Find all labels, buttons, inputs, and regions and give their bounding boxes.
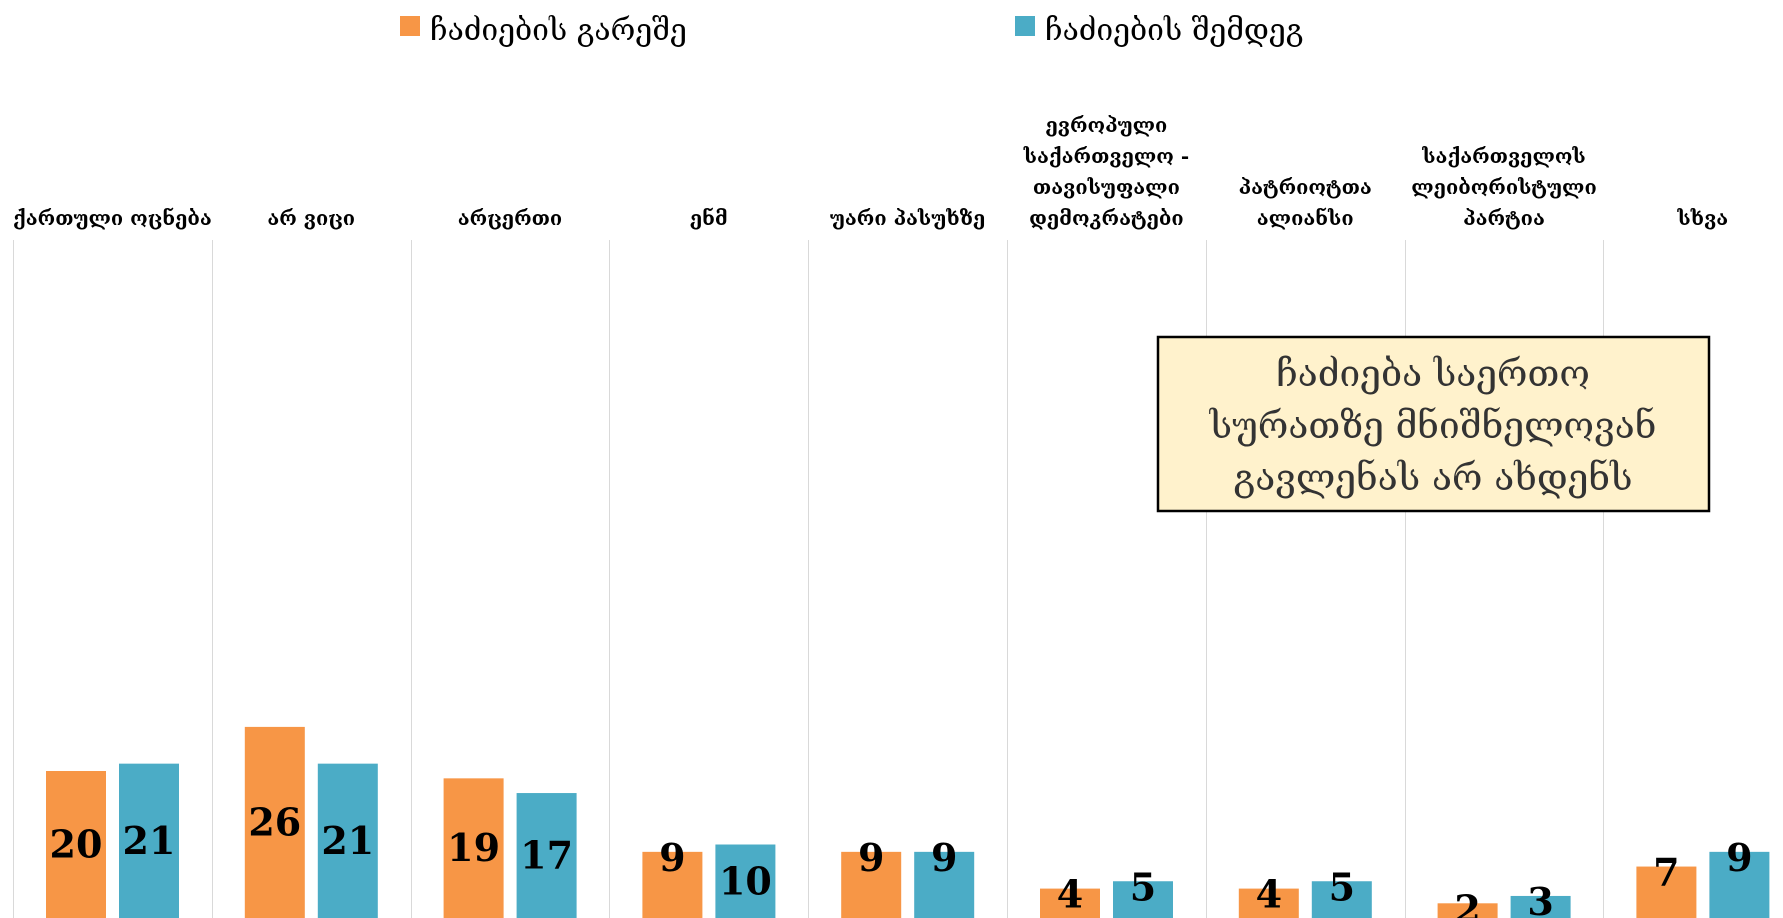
category-label: არ ვიცი — [267, 206, 355, 230]
bar-series-2 — [1709, 851, 1770, 918]
callout-text-line: გავლენას არ ახდენს — [1233, 456, 1632, 499]
legend-swatch-2 — [1015, 16, 1035, 36]
data-label-series-2: 10 — [719, 858, 772, 903]
category-label-line: საქართველოს — [1421, 144, 1586, 168]
category-label: საქართველოს ლეიბორისტული პარტია — [1411, 144, 1596, 230]
data-label-series-1: 2 — [1454, 886, 1480, 918]
bar-series-1 — [443, 778, 504, 918]
data-label-series-2: 9 — [931, 835, 957, 880]
category-labels: ქართული ოცნება არ ვიცი არცერთი ენმ უარი პასუ… — [13, 113, 1728, 230]
bar-series-1 — [841, 851, 902, 918]
category-label-line: არ ვიცი — [267, 206, 355, 230]
data-label-series-1: 20 — [50, 822, 103, 867]
data-label-series-2: 21 — [123, 818, 176, 863]
category-label: არცერთი — [458, 206, 562, 230]
category-label-line: ქართული ოცნება — [13, 206, 212, 230]
data-label-series-1: 26 — [248, 799, 301, 844]
bar-series-2 — [1113, 881, 1173, 918]
data-label-series-1: 9 — [858, 835, 884, 880]
category-label-line: ევროპული — [1045, 113, 1167, 137]
category-label-line: პატრიოტთა — [1239, 175, 1372, 199]
legend: ჩაძიების გარეშე ჩაძიების შემდეგ — [400, 13, 1303, 48]
category-label-line: საქართველო - — [1023, 144, 1189, 168]
bar-series-2 — [715, 844, 776, 918]
bar-series-1 — [46, 771, 106, 918]
data-label-series-2: 9 — [1726, 835, 1752, 880]
category-label-line: ენმ — [690, 206, 728, 230]
data-label-series-1: 4 — [1057, 872, 1083, 917]
bar-series-1 — [1437, 903, 1498, 918]
category-label: ევროპული საქართველო - თავისუფალი დემოკრატებ… — [1023, 113, 1189, 230]
bar-series-2 — [516, 793, 577, 918]
category-label-line: უარი პასუხზე — [830, 206, 985, 230]
annotation-callout: ჩაძიება საერთო სურათზე მნიშნელოვან გავლენა… — [1156, 335, 1711, 513]
data-label-series-2: 21 — [321, 818, 374, 863]
bar-series-2 — [317, 763, 378, 918]
category-label-line: არცერთი — [458, 206, 562, 230]
category-label: სხვა — [1676, 206, 1728, 230]
category-label: უარი პასუხზე — [830, 206, 985, 230]
bar-series-2 — [1510, 895, 1571, 918]
bar-series-2 — [119, 763, 179, 918]
category-label: პატრიოტთა ალიანსი — [1239, 175, 1372, 230]
data-label-series-2: 3 — [1527, 879, 1553, 918]
data-label-series-1: 4 — [1256, 872, 1282, 917]
category-label-line: დემოკრატები — [1029, 206, 1184, 230]
category-label: ენმ — [690, 206, 728, 230]
callout-text: ჩაძიება საერთო სურათზე მნიშნელოვან გავლენა… — [1209, 352, 1657, 499]
category-label-line: თავისუფალი — [1033, 175, 1180, 199]
legend-label-1: ჩაძიების გარეშე — [430, 13, 687, 48]
callout-box — [1156, 335, 1711, 513]
callout-text-line: ჩაძიება საერთო — [1276, 352, 1590, 395]
data-label-series-1: 19 — [447, 825, 500, 870]
category-label-line: პარტია — [1463, 206, 1545, 230]
data-label-series-2: 5 — [1130, 864, 1156, 909]
bar-series-1 — [1238, 888, 1299, 918]
legend-swatch-1 — [400, 16, 420, 36]
legend-label-2: ჩაძიების შემდეგ — [1045, 13, 1303, 48]
bars — [46, 726, 1770, 918]
category-label-line: ალიანსი — [1257, 206, 1354, 230]
data-labels: 20 26 19 9 9 4 4 2 7 21 21 17 10 9 5 5 3 9 — [50, 799, 1753, 918]
bar-series-1 — [642, 851, 703, 918]
bar-series-1 — [1040, 888, 1100, 918]
data-label-series-2: 17 — [520, 833, 573, 878]
category-label-line: ლეიბორისტული — [1411, 175, 1596, 199]
bar-series-1 — [244, 726, 305, 918]
data-label-series-1: 9 — [659, 835, 685, 880]
category-label-line: სხვა — [1676, 206, 1728, 230]
data-label-series-1: 7 — [1653, 850, 1679, 895]
data-label-series-2: 5 — [1329, 864, 1355, 909]
bar-series-2 — [914, 851, 975, 918]
category-label: ქართული ოცნება — [13, 206, 212, 230]
callout-text-line: სურათზე მნიშნელოვან — [1209, 404, 1657, 447]
bar-series-2 — [1311, 881, 1372, 918]
bar-series-1 — [1636, 866, 1697, 918]
